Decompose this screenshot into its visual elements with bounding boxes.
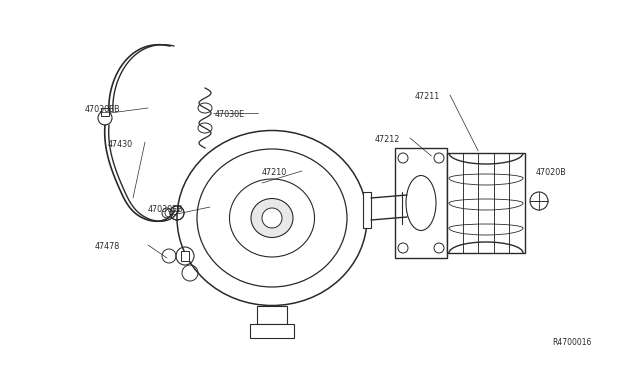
Text: 47030E: 47030E <box>215 110 245 119</box>
FancyBboxPatch shape <box>250 324 294 338</box>
FancyBboxPatch shape <box>257 306 287 324</box>
Text: 47030EB: 47030EB <box>85 105 120 114</box>
Text: R4700016: R4700016 <box>552 338 591 347</box>
Circle shape <box>262 208 282 228</box>
FancyBboxPatch shape <box>447 153 525 253</box>
Text: 47020B: 47020B <box>536 168 567 177</box>
Text: 47211: 47211 <box>415 92 440 101</box>
Ellipse shape <box>177 131 367 305</box>
FancyBboxPatch shape <box>363 192 371 228</box>
Text: 47030EB: 47030EB <box>148 205 184 214</box>
Ellipse shape <box>406 176 436 231</box>
Text: 47430: 47430 <box>108 140 133 149</box>
FancyBboxPatch shape <box>181 251 189 261</box>
Ellipse shape <box>230 179 314 257</box>
Text: 47210: 47210 <box>262 168 287 177</box>
Ellipse shape <box>251 199 293 237</box>
Text: 47478: 47478 <box>95 242 120 251</box>
FancyBboxPatch shape <box>395 148 447 258</box>
FancyBboxPatch shape <box>101 108 109 116</box>
Text: 47212: 47212 <box>375 135 401 144</box>
Ellipse shape <box>197 149 347 287</box>
